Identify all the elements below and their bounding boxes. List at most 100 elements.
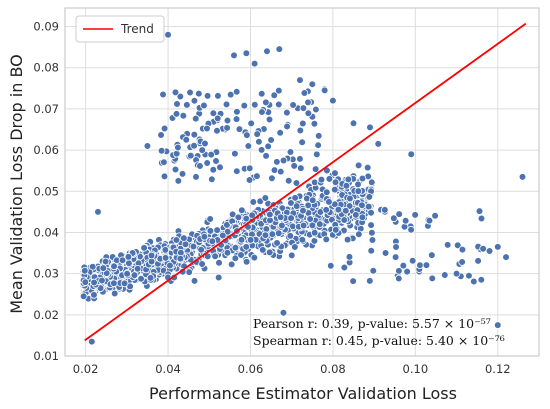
scatter-point [502,253,510,261]
scatter-point [298,138,306,147]
scatter-point [212,157,220,165]
legend-box [75,15,165,43]
scatter-point [411,211,419,219]
scatter-point [176,92,185,101]
scatter-point [428,251,436,259]
scatter-point [124,253,133,261]
scatter-point [179,111,188,120]
scatter-point [279,156,288,165]
scatter-point [101,257,110,266]
scatter-point [358,174,367,183]
scatter-point [185,268,193,276]
scatter-point [334,205,343,214]
scatter-point [340,216,349,224]
scatter-point [264,142,272,151]
scatter-point [358,213,367,222]
scatter-point [214,92,222,100]
scatter-point [327,261,335,270]
scatter-point [201,139,209,148]
y-tick-label: 0.09 [33,20,59,34]
scatter-point [209,109,218,117]
x-tick-label: 0.02 [73,362,99,376]
scatter-point [146,274,155,282]
scatter-point [242,49,251,58]
scatter-point [245,164,254,173]
scatter-point [99,264,108,272]
scatter-point [81,278,90,286]
scatter-point [200,101,208,110]
scatter-point [275,100,283,109]
scatter-point [292,202,301,210]
scatter-point [80,266,89,275]
scatter-point [312,105,320,114]
scatter-point [231,254,240,263]
scatter-point [381,206,389,214]
scatter-point [118,256,127,265]
scatter-point [340,263,349,272]
scatter-point [268,230,277,238]
scatter-point [477,214,486,223]
scatter-point [242,243,251,251]
scatter-point [159,90,167,99]
scatter-point [304,98,312,107]
scatter-point [196,162,204,170]
scatter-point [344,175,353,184]
scatter-point [143,142,152,150]
scatter-point [244,142,253,150]
spearman-annotation: Spearman r: 0.45, p-value: 5.40 × 10⁻⁷⁶ [253,333,505,348]
scatter-point [311,165,320,173]
scatter-point [238,206,246,215]
y-tick-label: 0.03 [33,267,59,281]
scatter-point [176,254,185,263]
scatter-point [90,278,98,287]
scatter-point [243,131,251,139]
scatter-point [227,260,236,269]
scatter-point [266,210,274,219]
scatter-point [322,206,330,214]
scatter-point [283,108,291,117]
scatter-point [475,207,484,215]
scatter-point [198,146,206,154]
scatter-point [262,98,270,107]
scatter-point [493,321,502,329]
scatter-point [267,136,275,144]
scatter-point [233,107,241,116]
scatter-point [363,163,372,172]
plot-frame [64,7,540,357]
scatter-point [354,161,363,170]
scatter-point [174,143,182,152]
scatter-point [237,251,245,259]
scatter-point [186,151,195,160]
scatter-point [299,104,308,112]
scatter-point [200,233,209,241]
scatter-point [214,273,223,282]
scatter-point [232,115,241,123]
scatter-point [160,124,169,133]
scatter-point [261,231,270,239]
scatter-point [325,175,334,183]
scatter-point [330,185,339,194]
scatter-point [304,109,313,117]
scatter-point [296,76,304,84]
scatter-point [331,178,340,187]
scatter-point [248,211,256,220]
scatter-point [182,136,191,144]
scatter-point [287,199,295,207]
scatter-point [125,259,133,267]
scatter-point [237,236,246,244]
x-tick-label: 0.12 [485,362,511,376]
scatter-point [265,248,274,257]
scatter-point [485,247,494,255]
scatter-point [233,167,241,175]
scatter-point [354,187,363,195]
scatter-point [366,123,374,132]
scatter-point [171,88,180,97]
scatter-point [87,337,96,346]
scatter-point [203,92,212,100]
scatter-point [79,292,88,301]
pearson-annotation: Pearson r: 0.39, p-value: 5.57 × 10⁻⁵⁷ [253,316,491,331]
scatter-point [367,246,376,255]
scatter-point [365,193,374,201]
scatter-point [245,176,254,184]
scatter-point [276,128,284,137]
